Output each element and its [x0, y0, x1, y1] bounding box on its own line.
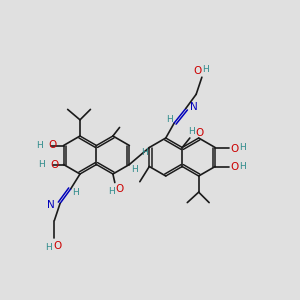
Text: H: H — [188, 128, 195, 136]
Text: H: H — [108, 187, 115, 196]
Text: H: H — [45, 243, 52, 252]
Text: O: O — [194, 66, 202, 76]
Text: N: N — [47, 200, 55, 211]
Text: N: N — [190, 101, 197, 112]
Text: H: H — [239, 162, 246, 171]
Text: H: H — [38, 160, 44, 169]
Text: H: H — [166, 115, 173, 124]
Text: H: H — [72, 188, 79, 197]
Text: O: O — [196, 128, 204, 138]
Text: H: H — [239, 143, 246, 152]
Text: H: H — [131, 165, 138, 174]
Text: H: H — [202, 65, 209, 74]
Text: O: O — [48, 140, 57, 151]
Text: O: O — [230, 143, 238, 154]
Text: O: O — [116, 184, 124, 194]
Text: H: H — [141, 148, 148, 157]
Text: O: O — [53, 241, 61, 250]
Text: H: H — [36, 141, 43, 150]
Text: O: O — [50, 160, 59, 170]
Text: O: O — [230, 163, 238, 172]
